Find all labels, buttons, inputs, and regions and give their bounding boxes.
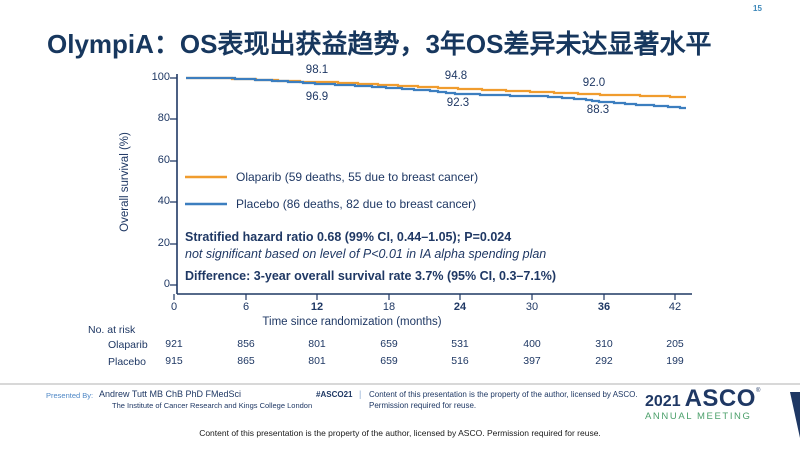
at-risk-placebo-18m: 659 — [380, 355, 398, 367]
license-line-2: Permission required for reuse. — [369, 401, 477, 410]
point-label-placebo-12m: 96.9 — [305, 91, 329, 103]
y-tick-label-60: 60 — [157, 154, 170, 166]
hashtag: #ASCO21 — [316, 390, 353, 399]
point-label-olaparib-12m: 98.1 — [305, 64, 329, 76]
x-tick-label-6: 6 — [242, 301, 250, 313]
at-risk-olaparib-12m: 801 — [308, 338, 326, 350]
at-risk-olaparib-6m: 856 — [237, 338, 255, 350]
footer-separator: | — [359, 389, 362, 399]
x-axis-title: Time since randomization (months) — [262, 316, 442, 328]
x-tick-label-42: 42 — [668, 301, 682, 313]
at-risk-placebo-6m: 865 — [237, 355, 255, 367]
point-label-placebo-24m: 92.3 — [446, 97, 470, 109]
y-tick-label-0: 0 — [163, 278, 170, 290]
at-risk-olaparib-36m: 310 — [595, 338, 613, 350]
slide-title: OlympiA：OS表现出获益趋势，3年OS差异未达显著水平 — [47, 29, 712, 59]
asco-logo: 2021 ASCO ® ANNUAL MEETING — [645, 385, 790, 423]
at-risk-placebo-0m: 915 — [165, 355, 183, 367]
x-tick-label-0: 0 — [170, 301, 178, 313]
legend-label-placebo: Placebo (86 deaths, 82 due to breast can… — [236, 197, 477, 211]
at-risk-olaparib-30m: 400 — [523, 338, 541, 350]
y-tick-label-40: 40 — [157, 195, 170, 207]
bottom-license-note: Content of this presentation is the prop… — [199, 428, 601, 438]
at-risk-row-olaparib: Olaparib — [108, 339, 148, 351]
footer-divider — [0, 383, 800, 385]
point-label-olaparib-36m: 92.0 — [582, 77, 606, 89]
corner-accent-shape — [790, 392, 800, 438]
registered-mark-icon: ® — [755, 388, 761, 394]
at-risk-placebo-30m: 397 — [523, 355, 541, 367]
license-line-1: Content of this presentation is the prop… — [369, 390, 638, 399]
at-risk-placebo-36m: 292 — [595, 355, 613, 367]
at-risk-olaparib-42m: 205 — [666, 338, 684, 350]
y-tick-label-80: 80 — [157, 112, 170, 124]
at-risk-placebo-12m: 801 — [308, 355, 326, 367]
y-tick-label-20: 20 — [157, 237, 170, 249]
x-tick-label-24: 24 — [453, 301, 467, 313]
y-axis-title: Overall survival (%) — [119, 132, 131, 232]
at-risk-olaparib-0m: 921 — [165, 338, 183, 350]
asco-logo-subtitle: ANNUAL MEETING — [645, 411, 752, 422]
point-label-placebo-36m: 88.3 — [586, 104, 610, 116]
y-tick-label-100: 100 — [151, 71, 170, 83]
hazard-ratio-text: Stratified hazard ratio 0.68 (99% CI, 0.… — [185, 230, 512, 244]
page-number: 15 — [753, 4, 762, 13]
at-risk-placebo-42m: 199 — [666, 355, 684, 367]
placebo-curve — [186, 76, 686, 110]
x-tick-label-30: 30 — [525, 301, 539, 313]
x-tick-label-12: 12 — [310, 301, 324, 313]
at-risk-olaparib-24m: 531 — [451, 338, 469, 350]
x-tick-label-18: 18 — [382, 301, 396, 313]
significance-note: not significant based on level of P<0.01… — [185, 247, 547, 261]
x-tick-marks — [173, 294, 676, 300]
presented-by-label: Presented By: — [46, 391, 94, 400]
legend-label-olaparib: Olaparib (59 deaths, 55 due to breast ca… — [236, 170, 479, 184]
y-tick-marks — [170, 77, 177, 286]
presenter-name: Andrew Tutt MB ChB PhD FMedSci — [99, 389, 242, 399]
point-label-olaparib-24m: 94.8 — [444, 70, 468, 82]
at-risk-olaparib-18m: 659 — [380, 338, 398, 350]
x-tick-label-36: 36 — [597, 301, 611, 313]
at-risk-placebo-24m: 516 — [451, 355, 469, 367]
at-risk-header: No. at risk — [88, 324, 136, 336]
at-risk-row-placebo: Placebo — [108, 356, 146, 368]
difference-text: Difference: 3-year overall survival rate… — [185, 269, 557, 283]
presenter-affiliation: The Institute of Cancer Research and Kin… — [112, 401, 313, 410]
asco-logo-year: 2021 — [645, 393, 681, 410]
asco-logo-name: ASCO — [684, 385, 756, 412]
